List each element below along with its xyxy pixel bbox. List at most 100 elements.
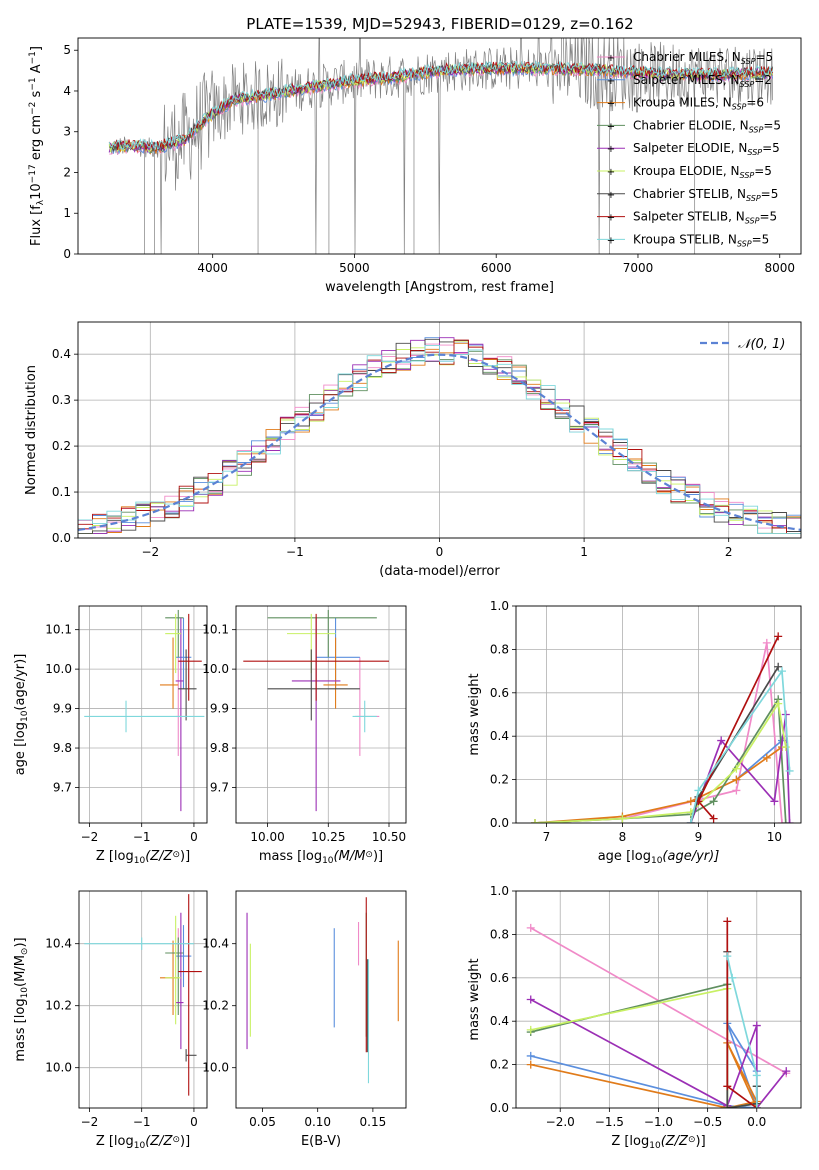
grid-lines xyxy=(236,606,406,823)
legend-value: =5 xyxy=(762,141,780,155)
x-tick-label: −2 xyxy=(81,1115,99,1129)
weight-line xyxy=(534,696,787,823)
legend-sub: SSP xyxy=(732,103,747,112)
x-axis-label-part: 10 xyxy=(134,856,146,866)
y-tick-label: 0.4 xyxy=(52,347,71,361)
x-axis-label-part: )] xyxy=(373,849,383,864)
y-tick-label: 9.9 xyxy=(53,702,72,716)
x-tick-label: 10.50 xyxy=(372,830,406,844)
weight-marker xyxy=(723,917,732,926)
x-tick-label: 8 xyxy=(619,830,627,844)
residual-histogram-panel: −2 −1 0 1 2 0.0 0.1 0.2 0.3 0.4 (data-model)/error… xyxy=(24,321,802,579)
y-tick-label: 10.1 xyxy=(45,623,72,637)
x-axis-label-part: (age/yr)] xyxy=(662,849,719,864)
ticks: 0.05 0.10 0.15 10.0 10.2 10.4 xyxy=(202,937,386,1129)
x-axis-label: mass [log10(M/M⊙)] xyxy=(259,849,383,866)
weight-marker xyxy=(723,952,732,961)
weight-marker xyxy=(709,797,718,806)
y-axis-label: Flux [fλ10−17 erg cm−2 s−1 A−1] xyxy=(28,46,46,246)
y-tick-label: 5 xyxy=(63,43,71,57)
y-axis-label-part: 10 xyxy=(29,183,44,200)
ticks: 4000 5000 6000 7000 8000 0 1 2 3 4 5 xyxy=(63,43,795,275)
weight-marker xyxy=(723,1104,732,1108)
x-tick-label: 4000 xyxy=(197,261,228,275)
y-axis-label-part: λ xyxy=(36,199,46,205)
legend-value: =5 xyxy=(754,164,772,178)
errorbar-point-salpeter-stelib xyxy=(243,613,389,701)
spectrum-lines xyxy=(108,38,774,254)
histogram-kroupa-stelib xyxy=(78,344,801,534)
axes-frame xyxy=(77,37,802,255)
x-axis-label-part: )] xyxy=(180,849,190,864)
x-tick-label: −2.0 xyxy=(546,1115,575,1129)
x-tick-label: −1 xyxy=(286,545,304,559)
legend-value: =5 xyxy=(752,232,770,246)
x-axis-label-part: Z [log xyxy=(96,1134,134,1149)
x-tick-label: 10 xyxy=(767,830,782,844)
age-vs-metallicity-panel: −2 −1 09.79.89.910.010.1Z [log10(Z/Z⊙)]age… xyxy=(13,605,208,866)
legend-marker: + xyxy=(607,167,615,178)
y-tick-label: 1.0 xyxy=(490,599,509,613)
errorbar-point-chabrier-stelib xyxy=(185,1049,197,1062)
weight-marker xyxy=(732,775,741,784)
errorbar-point-kroupa-miles xyxy=(323,637,348,709)
x-tick-label: 7 xyxy=(543,830,551,844)
axes-frame xyxy=(77,321,802,539)
y-tick-label: 0.6 xyxy=(490,686,509,700)
y-tick-label: 0.8 xyxy=(490,642,509,656)
age-vs-mass-panel: 10.00 10.25 10.50 9.7 9.8 9.9 10.0 10.1 mass [lo… xyxy=(202,605,407,866)
y-tick-label: 0.4 xyxy=(490,1014,509,1028)
weight-marker xyxy=(782,1067,791,1076)
ticks: −2 −1 0 1 2 0.0 0.1 0.2 0.3 0.4 xyxy=(52,347,733,559)
x-axis-label: age [log10(age/yr)] xyxy=(598,849,720,866)
error-bars xyxy=(84,609,205,812)
weight-series-kroupa-stelib xyxy=(723,952,761,1108)
error-bars xyxy=(84,894,202,1096)
x-tick-label: 8000 xyxy=(764,261,795,275)
y-tick-label: 0 xyxy=(63,247,71,261)
legend-entry: Salpeter MILES, NSSP=2 xyxy=(633,73,772,89)
mass-vs-metallicity-panel: −2 −1 010.010.210.4Z [log10(Z/Z⊙)]mass [lo… xyxy=(13,890,208,1151)
weight-marker xyxy=(618,814,627,823)
y-tick-label: 10.4 xyxy=(45,937,72,951)
weight-marker xyxy=(752,1071,761,1080)
legend-entry: Salpeter STELIB, NSSP=5 xyxy=(633,210,777,226)
weight-marker xyxy=(770,797,779,806)
x-axis-label: E(B-V) xyxy=(301,1134,341,1149)
x-tick-label: 0.15 xyxy=(360,1115,387,1129)
y-tick-label: 10.0 xyxy=(45,1061,72,1075)
y-axis-label-part: ] xyxy=(29,46,44,51)
weight-marker xyxy=(686,797,695,806)
weight-line xyxy=(735,739,783,781)
legend-value: =5 xyxy=(759,210,777,224)
weight-marker xyxy=(694,786,703,795)
y-axis-label-part: (M/M xyxy=(13,955,28,987)
errorbar-point-chabrier-miles xyxy=(175,657,181,756)
error-bars xyxy=(243,609,389,812)
error-bars xyxy=(246,897,399,1084)
normal-distribution-curve xyxy=(78,353,801,531)
x-axis-label: wavelength [Angstrom, rest frame] xyxy=(325,280,554,295)
x-axis-label-part: (Z/Z xyxy=(145,849,173,864)
legend-sub: SSP xyxy=(746,194,761,203)
legend-label: Salpeter ELODIE, N xyxy=(633,141,747,155)
weight-marker xyxy=(732,786,741,795)
y-tick-label: 0.2 xyxy=(52,439,71,453)
x-axis-label-part: ⊙ xyxy=(365,850,373,860)
x-axis-label-part: )] xyxy=(180,1134,190,1149)
y-tick-label: 9.8 xyxy=(210,741,229,755)
axes-frame xyxy=(235,605,407,824)
axes-frame xyxy=(78,890,208,1109)
errorbar-point-kroupa-stelib xyxy=(352,700,377,733)
y-tick-label: 10.0 xyxy=(45,662,72,676)
axes-frame xyxy=(235,890,407,1109)
legend-label: Salpeter MILES, N xyxy=(633,73,740,87)
figure-title: PLATE=1539, MJD=52943, FIBERID=0129, z=0… xyxy=(246,15,633,33)
y-axis-label: age [log10(age/yr)] xyxy=(13,654,30,776)
legend-sub: SSP xyxy=(737,239,752,248)
weight-marker xyxy=(728,973,737,982)
axes-frame xyxy=(515,605,802,824)
x-tick-label: 9 xyxy=(695,830,703,844)
y-tick-label: 0.8 xyxy=(490,927,509,941)
